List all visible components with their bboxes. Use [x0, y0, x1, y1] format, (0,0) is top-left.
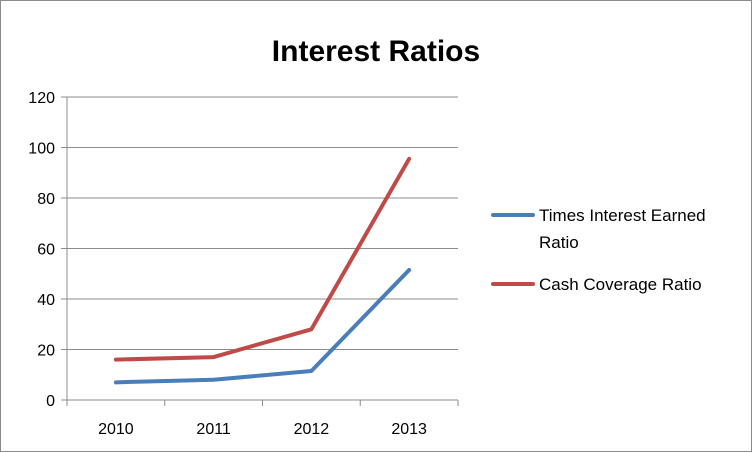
y-tick-label: 120 [28, 90, 55, 107]
legend-label: Ratio [539, 233, 579, 252]
series-line-2 [113, 156, 412, 362]
y-tick-label: 80 [37, 191, 55, 208]
legend-label: Times Interest Earned [539, 206, 706, 225]
x-tick-label: 2013 [391, 421, 427, 438]
gridlines [67, 96, 458, 350]
x-tick-label: 2012 [294, 421, 330, 438]
y-tick-label: 40 [37, 292, 55, 309]
y-tick-label: 0 [46, 393, 55, 410]
series-line-1 [113, 267, 412, 385]
chart-title: Interest Ratios [272, 35, 480, 68]
x-tick-label: 2010 [98, 421, 134, 438]
x-tick-label: 2011 [196, 421, 231, 438]
y-tick-label: 100 [28, 141, 55, 158]
series-lines [113, 156, 412, 385]
legend-label: Cash Coverage Ratio [539, 275, 702, 294]
y-tick-label: 20 [37, 343, 55, 360]
legend: Times Interest Earned Ratio Cash Coverage … [491, 206, 706, 294]
axes: 0 20 40 60 80 100 120 2010 2011 2012 2013 [28, 90, 459, 438]
legend-entry-1: Times Interest Earned Ratio [491, 206, 706, 252]
legend-entry-2: Cash Coverage Ratio [491, 275, 702, 294]
y-tick-label: 60 [37, 242, 55, 259]
